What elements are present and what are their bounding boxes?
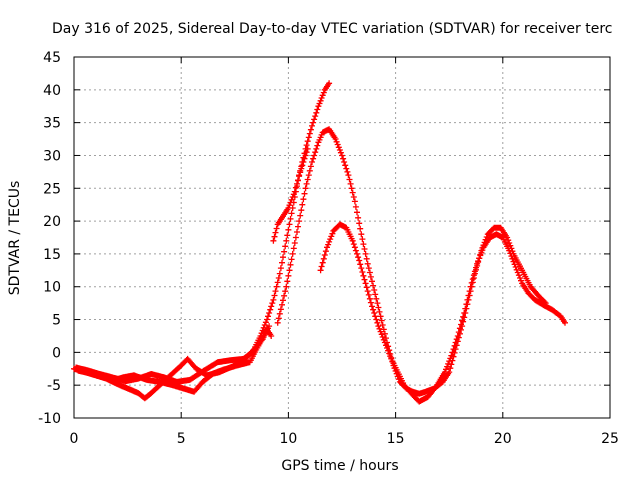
y-tick-label: -10 [38, 411, 61, 427]
axis-ticks [73, 56, 611, 419]
series-track-1 [71, 80, 333, 402]
x-tick-label: 10 [279, 431, 297, 447]
tick-labels: 0 5 10 15 20 25 -10 -5 0 5 10 15 20 25 30 35 40 45 [38, 50, 619, 447]
y-tick-label: 25 [43, 181, 61, 197]
marker-path [270, 145, 311, 244]
grid [74, 57, 610, 418]
x-tick-label: 5 [177, 431, 186, 447]
series-track-4 [317, 221, 568, 405]
marker-path [71, 80, 333, 402]
series-track-5 [270, 145, 311, 244]
y-tick-label: -5 [47, 378, 61, 394]
x-tick-label: 0 [70, 431, 79, 447]
y-tick-label: 35 [43, 116, 61, 132]
y-tick-label: 40 [43, 83, 61, 99]
data-markers [71, 80, 568, 405]
x-axis-title: GPS time / hours [281, 458, 398, 474]
y-tick-label: 45 [43, 50, 61, 66]
plot-frame [73, 56, 611, 419]
y-tick-label: 15 [43, 247, 61, 263]
marker-path [73, 323, 273, 385]
y-tick-label: 30 [43, 148, 61, 164]
marker-path [317, 221, 568, 405]
y-axis-title: SDTVAR / TECUs [7, 181, 23, 296]
x-tick-label: 20 [494, 431, 512, 447]
y-tick-label: 20 [43, 214, 61, 230]
y-tick-label: 0 [52, 345, 61, 361]
marker-path [274, 126, 549, 397]
series-track-6 [73, 323, 273, 385]
y-tick-label: 10 [43, 280, 61, 296]
y-tick-label: 5 [52, 313, 61, 329]
x-tick-label: 25 [601, 431, 619, 447]
chart-title: Day 316 of 2025, Sidereal Day-to-day VTE… [52, 21, 612, 37]
x-tick-label: 15 [387, 431, 405, 447]
series-track-3 [274, 126, 549, 397]
